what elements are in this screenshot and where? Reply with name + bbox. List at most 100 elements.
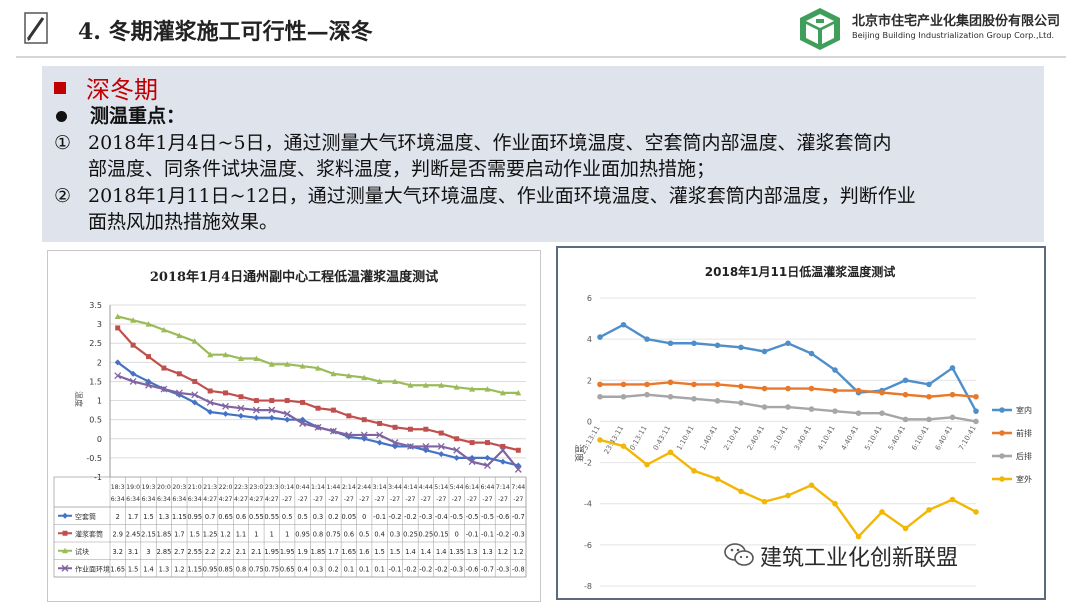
x-tick-label: -27 — [375, 496, 385, 503]
data-point — [785, 404, 791, 410]
data-point — [62, 512, 68, 519]
data-point — [160, 385, 168, 393]
x-tick-label: 20:3 — [172, 484, 186, 491]
table-cell: 1.2 — [513, 548, 524, 556]
data-point — [376, 431, 384, 439]
data-point — [406, 442, 414, 450]
data-point — [902, 416, 909, 423]
x-tick-label: -27 — [359, 496, 369, 503]
table-cell: -0.5 — [481, 513, 494, 521]
table-cell: 1.95 — [264, 548, 279, 556]
chart-title: 2018年1月4日通州副中心工程低温灌浆温度测试 — [150, 269, 438, 285]
table-cell: 0.25 — [419, 530, 434, 538]
series-灌浆套筒 — [115, 325, 521, 453]
data-point — [284, 416, 291, 423]
table-cell: 1 — [254, 530, 258, 538]
data-point — [514, 465, 522, 473]
table-cell: 0.55 — [264, 513, 279, 521]
y-tick-label: -6 — [584, 541, 592, 550]
data-point — [597, 437, 603, 443]
x-tick-label: 0:14 — [280, 484, 294, 491]
data-point — [808, 482, 815, 488]
table-cell: 0 — [362, 513, 366, 521]
table-cell: -0.6 — [466, 565, 479, 573]
series-前排 — [597, 379, 979, 400]
x-tick-label: 5:10:41 — [863, 424, 883, 451]
x-tick-label: 1:10:41 — [675, 424, 695, 451]
data-point — [146, 354, 152, 360]
x-tick-label: -27 — [328, 496, 338, 503]
data-point — [114, 313, 121, 319]
table-cell: 2.85 — [157, 548, 172, 556]
table-cell: -0.2 — [389, 513, 402, 521]
table-cell: 3 — [146, 548, 150, 556]
x-tick-label: 6:34 — [126, 496, 140, 503]
data-point — [949, 391, 956, 398]
table-cell: -0.3 — [496, 565, 509, 573]
table-cell: 1.15 — [187, 565, 202, 573]
table-cell: 1.4 — [405, 548, 416, 556]
x-tick-label: 3:14 — [373, 484, 387, 491]
x-tick-label: 21:0 — [188, 484, 202, 491]
data-point — [785, 385, 791, 392]
data-point — [207, 388, 213, 394]
x-tick-label: 4:27 — [203, 496, 217, 503]
x-tick-label: 6:34 — [172, 496, 186, 503]
x-tick-label: -27 — [498, 496, 508, 503]
wechat-icon — [724, 543, 754, 566]
data-point — [667, 340, 674, 347]
series-line — [117, 374, 520, 471]
cube-logo-icon — [800, 8, 840, 50]
table-cell: 0.25 — [403, 530, 418, 538]
data-point — [926, 381, 932, 388]
table-cell: 0.3 — [390, 530, 401, 538]
data-point — [761, 498, 768, 505]
data-point — [299, 416, 306, 423]
table-cell: 1.65 — [110, 565, 125, 573]
data-point — [253, 414, 260, 421]
data-point — [191, 391, 199, 399]
data-point — [192, 378, 198, 384]
data-point — [283, 410, 291, 418]
data-point — [499, 446, 507, 454]
table-cell: 1.4 — [436, 548, 447, 556]
data-point — [252, 406, 260, 414]
x-tick-label: 5:40:41 — [887, 424, 907, 451]
x-tick-label: 1:14 — [311, 484, 325, 491]
table-cell: 0.15 — [434, 530, 449, 538]
data-point — [926, 416, 932, 423]
x-tick-label: 4:27 — [219, 496, 233, 503]
data-point — [422, 442, 430, 450]
data-point — [644, 381, 650, 388]
x-tick-label: 5:14 — [434, 484, 448, 491]
data-point — [268, 406, 276, 414]
x-tick-label: 19:3 — [142, 484, 156, 491]
table-cell: 1.65 — [341, 548, 356, 556]
table-cell: -0.7 — [481, 565, 494, 573]
data-point — [973, 408, 979, 414]
table-cell: 0.2 — [328, 513, 339, 521]
table-cell: 0.5 — [282, 513, 293, 521]
data-point — [761, 385, 768, 392]
section-heading: 深冬期 — [54, 70, 158, 105]
legend-label: 空套筒 — [75, 512, 96, 521]
y-tick-label: 0.5 — [89, 416, 102, 425]
data-point — [973, 393, 979, 400]
series-室内 — [597, 321, 979, 414]
data-point — [453, 384, 460, 390]
table-cell: 0.75 — [249, 565, 264, 573]
table-cell: 0.1 — [344, 565, 355, 573]
table-cell: 1.3 — [467, 548, 478, 556]
data-point — [130, 317, 137, 323]
data-point — [515, 389, 522, 396]
data-point — [269, 398, 275, 404]
series-作业面环境 — [114, 372, 522, 473]
y-tick-label: 2 — [97, 358, 102, 367]
data-point — [597, 393, 603, 400]
table-cell: 1.5 — [390, 548, 401, 556]
point-label: 测温重点： — [90, 105, 186, 127]
table-cell: 0.6 — [236, 513, 247, 521]
data-point — [207, 409, 214, 416]
data-point — [808, 406, 815, 412]
table-cell: 1.7 — [174, 530, 185, 538]
